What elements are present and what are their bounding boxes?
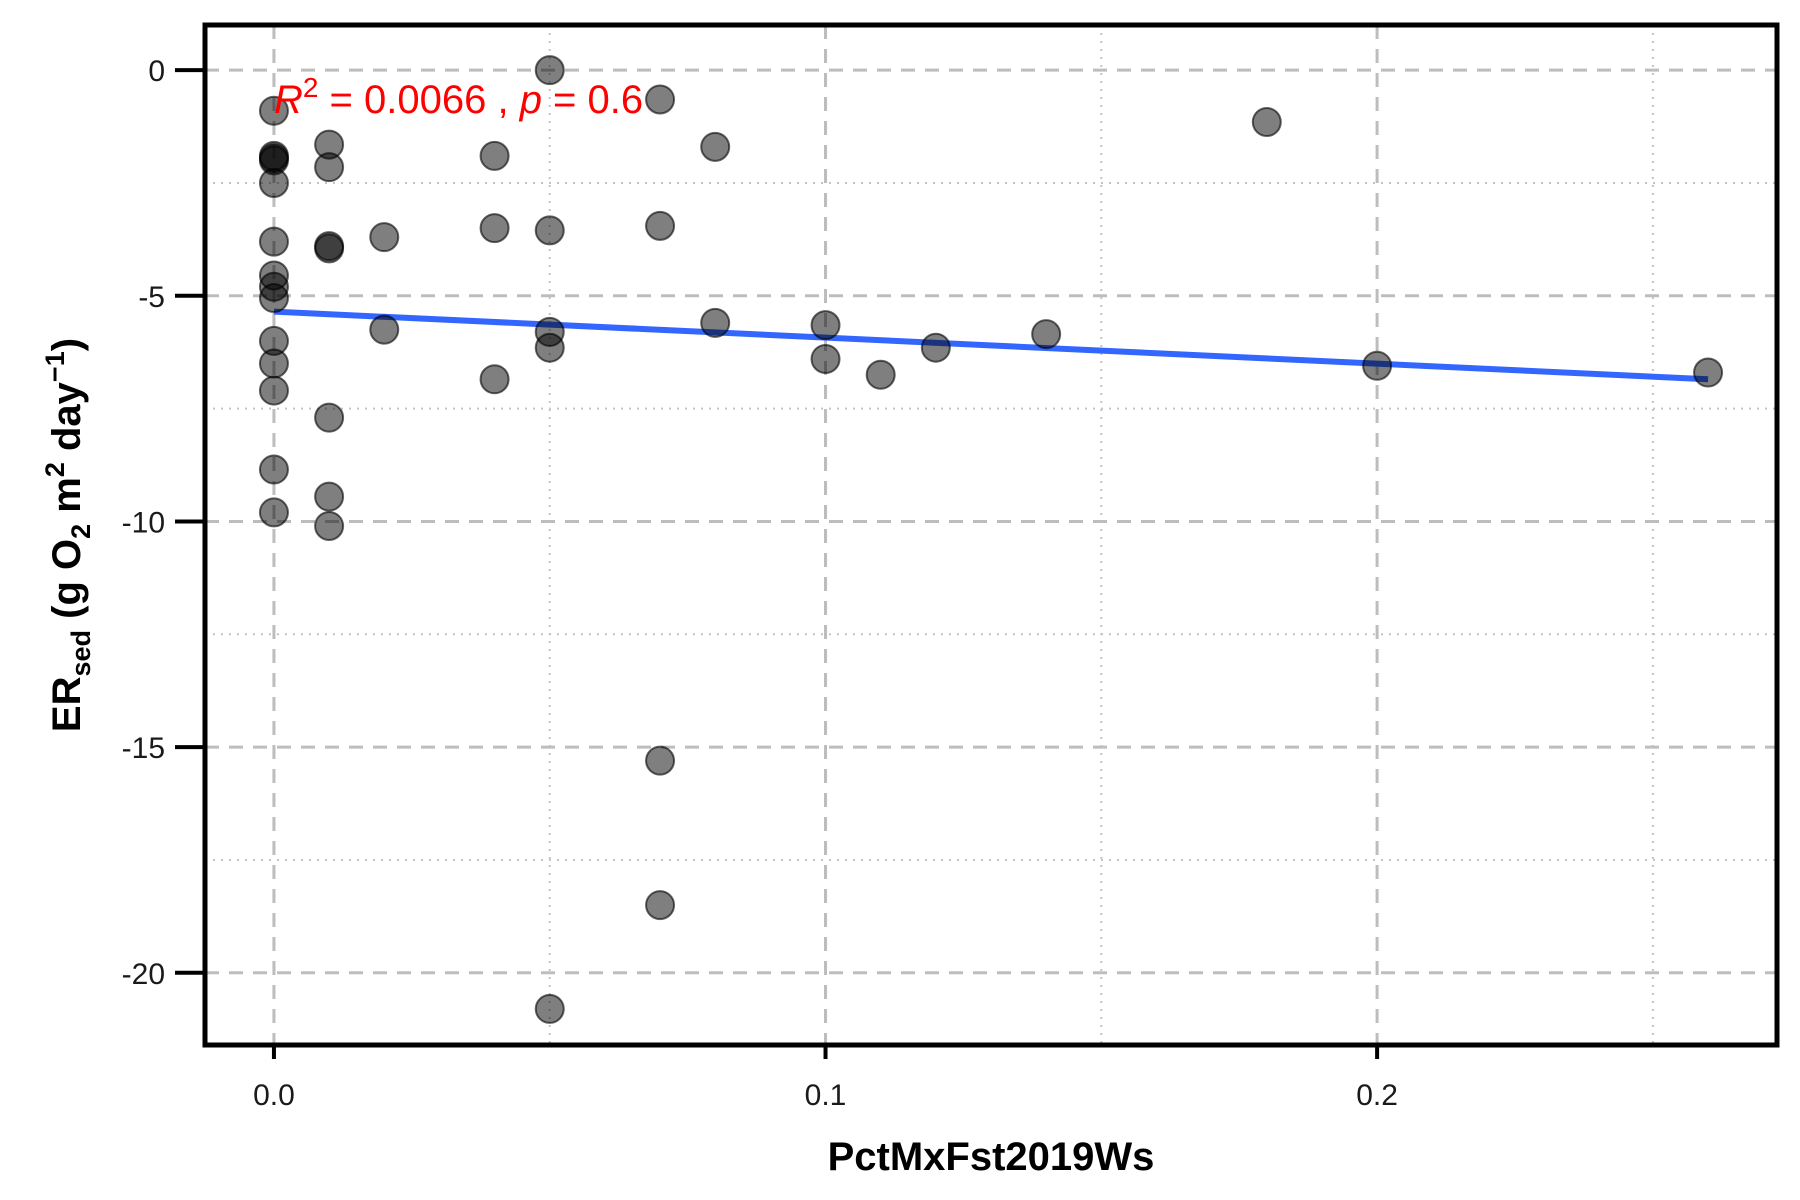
y-tick-label: -5 [138, 281, 165, 314]
data-point [314, 152, 345, 183]
r2-value: = 0.0066 , [318, 78, 519, 122]
data-point [645, 84, 676, 115]
y-tick-label: 0 [148, 55, 165, 88]
data-point [700, 307, 731, 338]
y-title-o2-subscript: 2 [66, 524, 96, 539]
data-point [314, 510, 345, 541]
data-point [810, 343, 841, 374]
data-point [258, 283, 289, 314]
y-title-units-open: (g O [45, 539, 89, 630]
data-point [920, 332, 951, 363]
y-tick-label: -20 [122, 958, 165, 991]
panel-border [202, 22, 1780, 1048]
trend-line [273, 308, 1709, 383]
data-point [314, 233, 345, 264]
regression-annotation: R2 = 0.0066 , p = 0.6 [274, 72, 643, 122]
data-point [314, 402, 345, 433]
y-title-subscript: sed [66, 630, 96, 677]
data-point [369, 222, 400, 253]
data-point [1031, 319, 1062, 350]
data-point [645, 210, 676, 241]
data-point [534, 55, 565, 86]
y-axis-title: ERsed (g O2 m2 day−1) [40, 338, 96, 732]
trend-line-layer [273, 308, 1709, 383]
data-point [479, 140, 510, 171]
data-point [479, 213, 510, 244]
data-point [1362, 350, 1393, 381]
data-point [700, 131, 731, 162]
r2-label: R [274, 78, 303, 122]
data-point [1693, 357, 1724, 388]
data-point [479, 364, 510, 395]
data-point [645, 890, 676, 921]
y-title-m-superscript: 2 [40, 462, 70, 477]
data-point [534, 215, 565, 246]
data-point [314, 481, 345, 512]
data-point [258, 454, 289, 485]
r2-superscript: 2 [303, 72, 319, 103]
y-title-m: m [45, 477, 89, 524]
y-tick-label: -10 [122, 506, 165, 539]
y-title-day-superscript: −1 [40, 351, 70, 382]
data-point [258, 226, 289, 257]
data-point [865, 359, 896, 390]
grid-lines [205, 25, 1777, 1045]
p-label: p [519, 78, 542, 122]
y-title-day: day [45, 381, 89, 462]
data-point [258, 375, 289, 406]
data-point [369, 314, 400, 345]
p-value: = 0.6 [542, 78, 643, 122]
data-points [258, 55, 1724, 1024]
x-axis-title: PctMxFst2019Ws [828, 1135, 1155, 1179]
data-point [1251, 107, 1282, 138]
data-point [645, 745, 676, 776]
y-tick-label: -15 [122, 732, 165, 765]
axes: 0.0 0.1 0.2 0 -5 -10 -15 -20 [122, 55, 1398, 1112]
x-tick-label: 0.0 [253, 1079, 295, 1112]
data-point [258, 167, 289, 198]
data-point [258, 348, 289, 379]
data-point [534, 332, 565, 363]
data-point [258, 497, 289, 528]
y-title-prefix: ER [45, 676, 89, 732]
data-point [810, 310, 841, 341]
data-point [258, 95, 289, 126]
y-title-units-close: ) [45, 338, 89, 351]
data-point [534, 993, 565, 1024]
x-tick-label: 0.2 [1356, 1079, 1398, 1112]
x-tick-label: 0.1 [805, 1079, 847, 1112]
